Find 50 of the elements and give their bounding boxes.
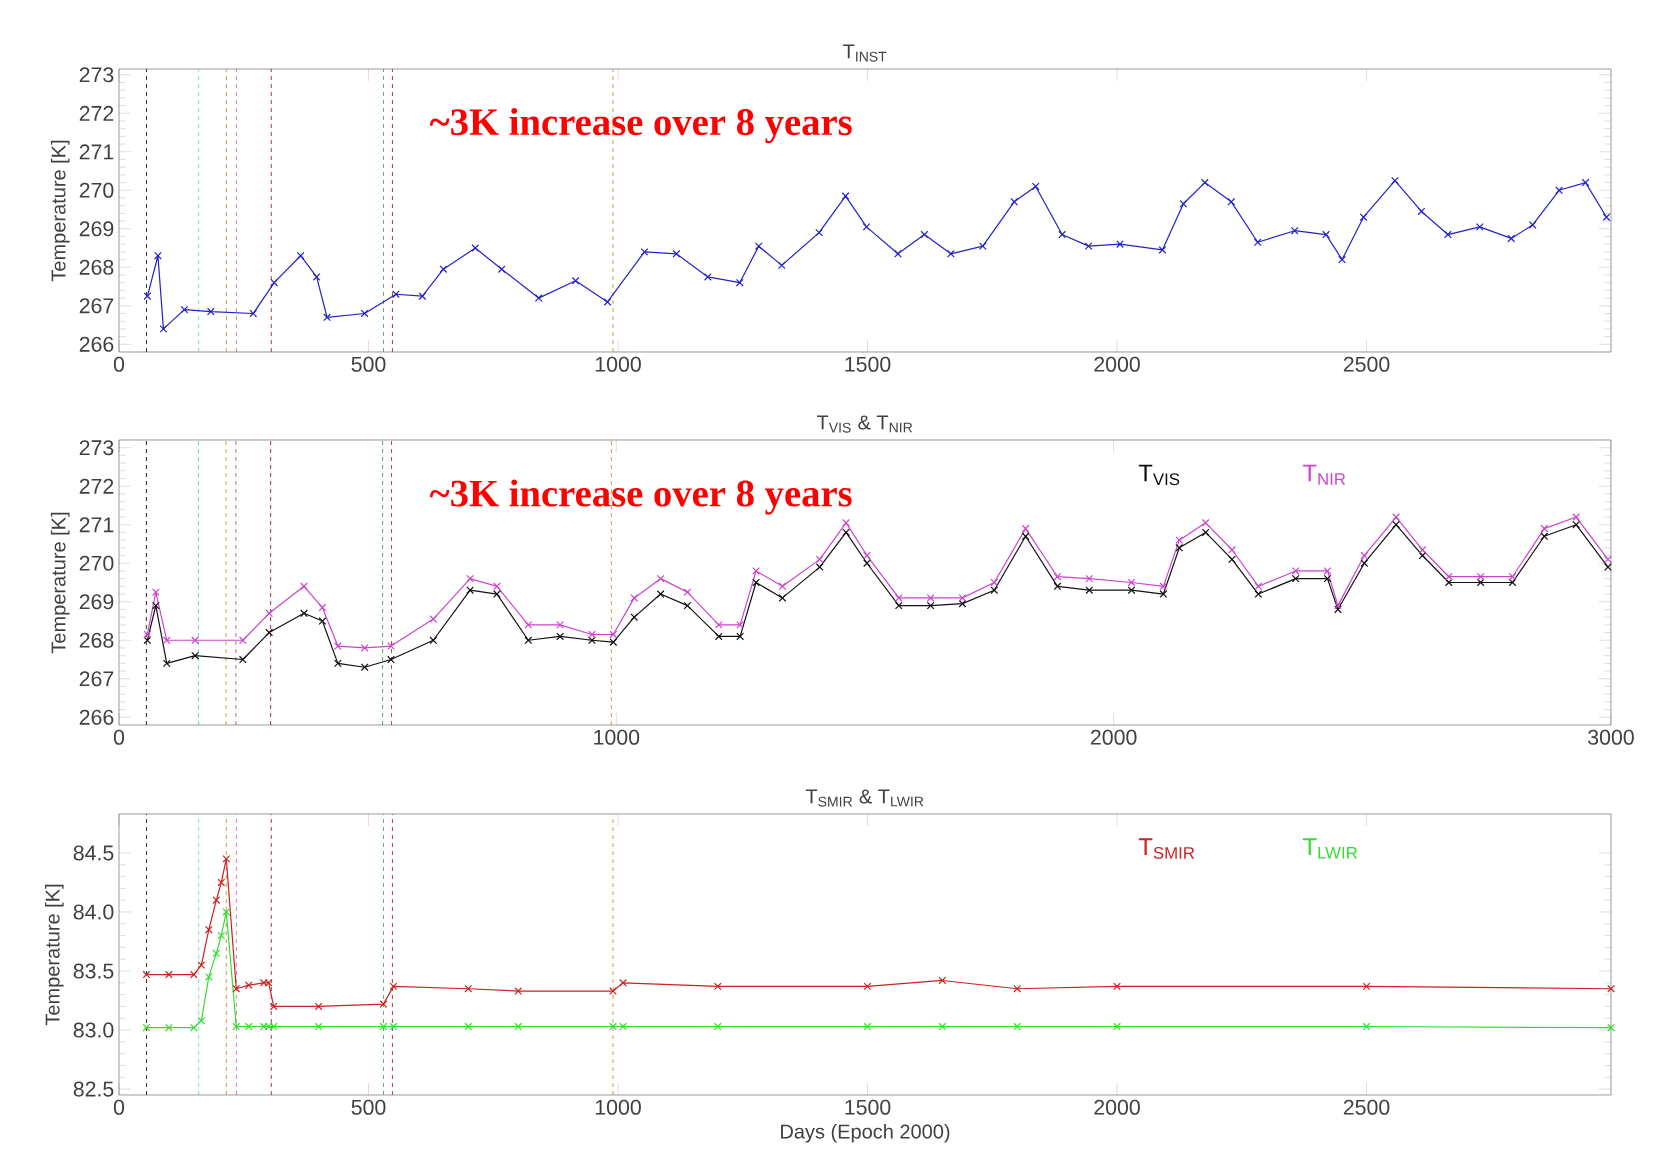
x-tick-label: 2000 <box>1094 356 1140 372</box>
y-tick-label: 272 <box>79 478 114 494</box>
x-tick-label: 1000 <box>595 1099 641 1115</box>
x-tick-label: 1000 <box>595 356 641 372</box>
y-tick-label: 271 <box>79 144 114 160</box>
x-tick-label: 500 <box>351 1099 386 1115</box>
y-tick-label: 270 <box>79 182 114 198</box>
y-tick-label: 269 <box>79 594 114 610</box>
y-tick-label: 273 <box>79 440 114 456</box>
x-tick-label: 2000 <box>1094 1099 1140 1115</box>
y-tick-label: 270 <box>79 555 114 571</box>
chart-title: T$_{VIS}$ & T$_{NIR}$ <box>816 415 913 433</box>
y-tick-label: 268 <box>79 259 114 275</box>
y-tick-label: 84.0 <box>73 904 114 920</box>
text: T$_{LWIR}$ <box>1302 838 1358 859</box>
y-tick-label: 272 <box>79 105 114 121</box>
y-tick-label: 83.5 <box>73 963 114 979</box>
x-tick-label: 1500 <box>845 356 891 372</box>
annotation: ~3K increase over 8 years <box>429 479 852 515</box>
annotation: ~3K increase over 8 years <box>429 108 852 144</box>
x-tick-label: 2500 <box>1343 1099 1390 1115</box>
chart-title: T$_{INST}$ <box>843 44 887 62</box>
x-axis-title: Days (Epoch 2000) <box>781 1123 950 1143</box>
x-tick-label: 1500 <box>845 1099 891 1115</box>
y-tick-label: 266 <box>79 336 114 352</box>
x-tick-label: 500 <box>351 356 386 372</box>
x-tick-label: 0 <box>113 729 125 745</box>
x-tick-label: 2000 <box>1090 729 1137 745</box>
y-tick-label: 82.5 <box>73 1081 114 1097</box>
x-tick-label: 0 <box>113 356 125 372</box>
x-tick-label: 1000 <box>594 729 640 745</box>
text: T$_{SMIR}$ <box>1138 838 1195 859</box>
y-tick-label: 267 <box>79 298 114 314</box>
y-tick-label: 84.5 <box>73 845 114 861</box>
y-tick-label: 83.0 <box>73 1022 114 1038</box>
y-tick-label: 271 <box>79 517 114 533</box>
x-tick-label: 0 <box>113 1099 125 1115</box>
y-tick-label: 268 <box>79 632 114 648</box>
chart-title: T$_{SMIR}$ & T$_{LWIR}$ <box>805 789 924 807</box>
y-axis-title: Temperature [K] <box>44 884 64 1026</box>
y-tick-label: 266 <box>79 709 114 725</box>
y-tick-label: 273 <box>79 67 114 83</box>
y-tick-label: 269 <box>79 221 114 237</box>
text: T$_{NIR}$ <box>1302 464 1346 485</box>
x-tick-label: 2500 <box>1343 356 1390 372</box>
y-axis-title: Temperature [K] <box>50 512 70 654</box>
y-axis-title: Temperature [K] <box>50 140 70 282</box>
text: T$_{VIS}$ <box>1138 464 1180 486</box>
y-tick-label: 267 <box>79 671 114 687</box>
x-tick-label: 3000 <box>1588 729 1634 745</box>
